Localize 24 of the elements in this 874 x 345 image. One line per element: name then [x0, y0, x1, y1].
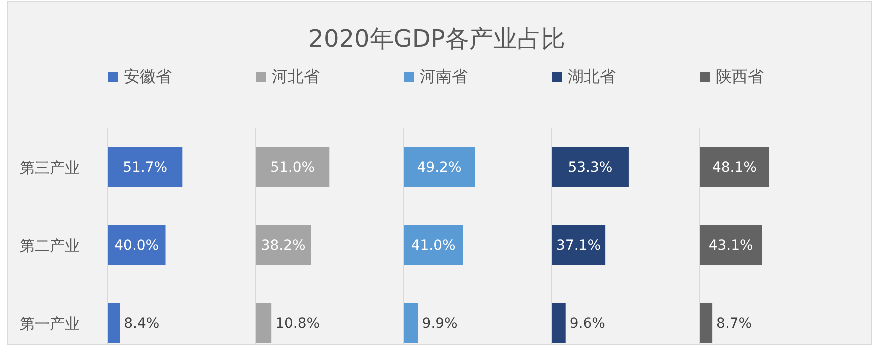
data-label: 40.0% [114, 238, 160, 254]
legend-label: 湖北省 [568, 67, 616, 86]
data-label: 37.1% [556, 238, 602, 254]
data-label: 9.6% [570, 316, 606, 332]
legend-label: 河北省 [272, 67, 320, 86]
chart-title: 2020年GDP各产业占比 [308, 25, 566, 53]
data-label: 43.1% [708, 238, 754, 254]
data-label: 51.7% [123, 160, 168, 176]
data-label: 8.7% [716, 316, 752, 332]
y-tick-label: 第一产业 [20, 315, 80, 333]
data-label: 9.9% [422, 316, 458, 332]
data-label: 53.3% [568, 160, 613, 176]
data-label: 38.2% [261, 238, 306, 254]
legend-label: 陕西省 [716, 67, 764, 86]
data-label: 48.1% [712, 160, 757, 176]
y-tick-label: 第三产业 [20, 159, 80, 177]
data-label: 41.0% [411, 238, 456, 254]
data-label: 10.8% [276, 316, 320, 332]
data-label: 49.2% [417, 160, 462, 176]
data-label: 51.0% [270, 160, 316, 176]
legend-label: 安徽省 [124, 67, 172, 86]
legend-label: 河南省 [420, 67, 468, 86]
y-tick-label: 第二产业 [20, 237, 80, 255]
data-label: 8.4% [124, 316, 160, 332]
